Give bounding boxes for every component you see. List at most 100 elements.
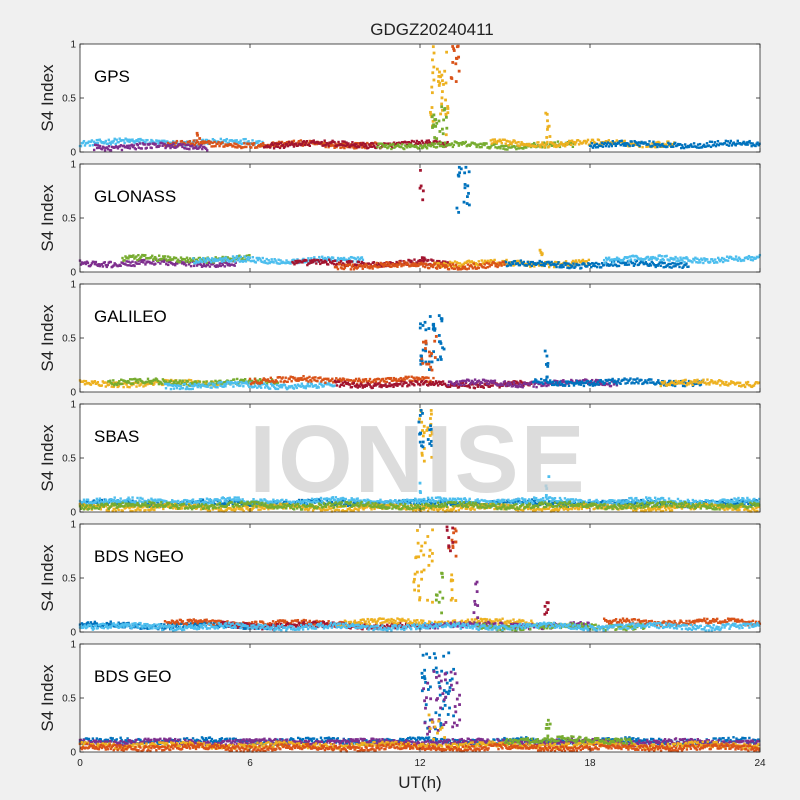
data-point: [326, 142, 329, 145]
data-point: [216, 498, 220, 501]
data-point: [476, 263, 479, 267]
data-point: [445, 265, 449, 269]
data-point: [549, 263, 552, 267]
data-point: [723, 142, 727, 145]
data-point: [632, 264, 636, 267]
event-point: [457, 69, 461, 73]
data-point: [435, 145, 439, 149]
data-point: [326, 258, 329, 262]
data-point: [717, 143, 721, 147]
data-point: [239, 145, 242, 148]
data-point: [397, 143, 400, 146]
data-point: [306, 382, 309, 385]
data-point: [470, 260, 474, 263]
data-point: [479, 263, 482, 266]
data-point: [574, 259, 578, 262]
data-point: [365, 384, 368, 388]
data-point: [612, 380, 615, 384]
data-point: [415, 376, 418, 379]
data-point: [339, 377, 342, 380]
data-point: [511, 382, 514, 386]
event-point: [446, 111, 450, 115]
data-point: [307, 142, 310, 145]
data-point: [749, 258, 753, 262]
data-point: [742, 383, 746, 387]
data-point: [736, 139, 739, 143]
data-point: [548, 145, 551, 148]
data-point: [339, 146, 342, 150]
data-point: [676, 381, 679, 384]
data-point: [255, 256, 258, 260]
event-point: [438, 81, 442, 85]
data-point: [429, 379, 432, 383]
data-point: [668, 265, 671, 269]
data-point: [269, 144, 273, 148]
data-point: [464, 140, 467, 144]
data-point: [128, 140, 131, 144]
data-point: [399, 382, 402, 386]
data-point: [580, 266, 583, 270]
data-point: [223, 501, 226, 505]
data-point: [109, 379, 112, 382]
event-point: [432, 322, 436, 326]
data-point: [463, 383, 466, 386]
data-point: [129, 261, 132, 264]
data-point: [658, 143, 661, 147]
data-point: [494, 146, 497, 149]
data-point: [123, 141, 126, 145]
data-point: [637, 141, 640, 144]
data-point: [234, 146, 237, 149]
data-point: [633, 258, 637, 262]
data-point: [725, 380, 728, 384]
data-point: [329, 258, 333, 262]
data-point: [503, 380, 507, 383]
data-point: [284, 376, 287, 379]
data-point: [618, 140, 621, 143]
data-point: [692, 142, 696, 145]
data-point: [424, 265, 427, 269]
data-point: [124, 146, 128, 149]
data-point: [530, 264, 533, 268]
data-point: [469, 143, 472, 146]
data-point: [438, 259, 441, 263]
data-point: [462, 379, 465, 383]
data-point: [550, 260, 553, 264]
data-point: [233, 378, 236, 381]
data-point: [294, 259, 297, 263]
data-point: [595, 383, 598, 386]
data-point: [284, 386, 288, 389]
data-point: [333, 503, 337, 506]
data-point: [195, 502, 199, 505]
data-point: [301, 261, 304, 264]
data-point: [498, 145, 501, 149]
data-point: [561, 263, 564, 267]
data-point: [473, 378, 477, 381]
data-point: [96, 381, 100, 384]
data-point: [114, 142, 117, 146]
data-point: [178, 260, 182, 264]
data-point: [164, 387, 168, 390]
data-point: [199, 258, 202, 261]
data-point: [309, 378, 312, 382]
data-point: [378, 142, 381, 145]
data-point: [603, 381, 606, 385]
data-point: [700, 146, 704, 149]
data-point: [410, 259, 413, 263]
data-point: [156, 379, 160, 383]
data-point: [354, 145, 357, 148]
data-point: [656, 264, 659, 267]
data-point: [278, 376, 281, 379]
data-point: [240, 503, 243, 506]
data-point: [394, 383, 397, 387]
data-point: [435, 267, 439, 270]
data-point: [358, 258, 362, 261]
data-point: [403, 378, 406, 381]
data-point: [735, 501, 738, 505]
event-point: [419, 184, 423, 188]
data-point: [489, 146, 492, 149]
event-point: [544, 363, 548, 366]
data-point: [507, 144, 510, 147]
data-point: [356, 379, 360, 383]
data-point: [343, 146, 346, 150]
data-point: [295, 386, 299, 390]
